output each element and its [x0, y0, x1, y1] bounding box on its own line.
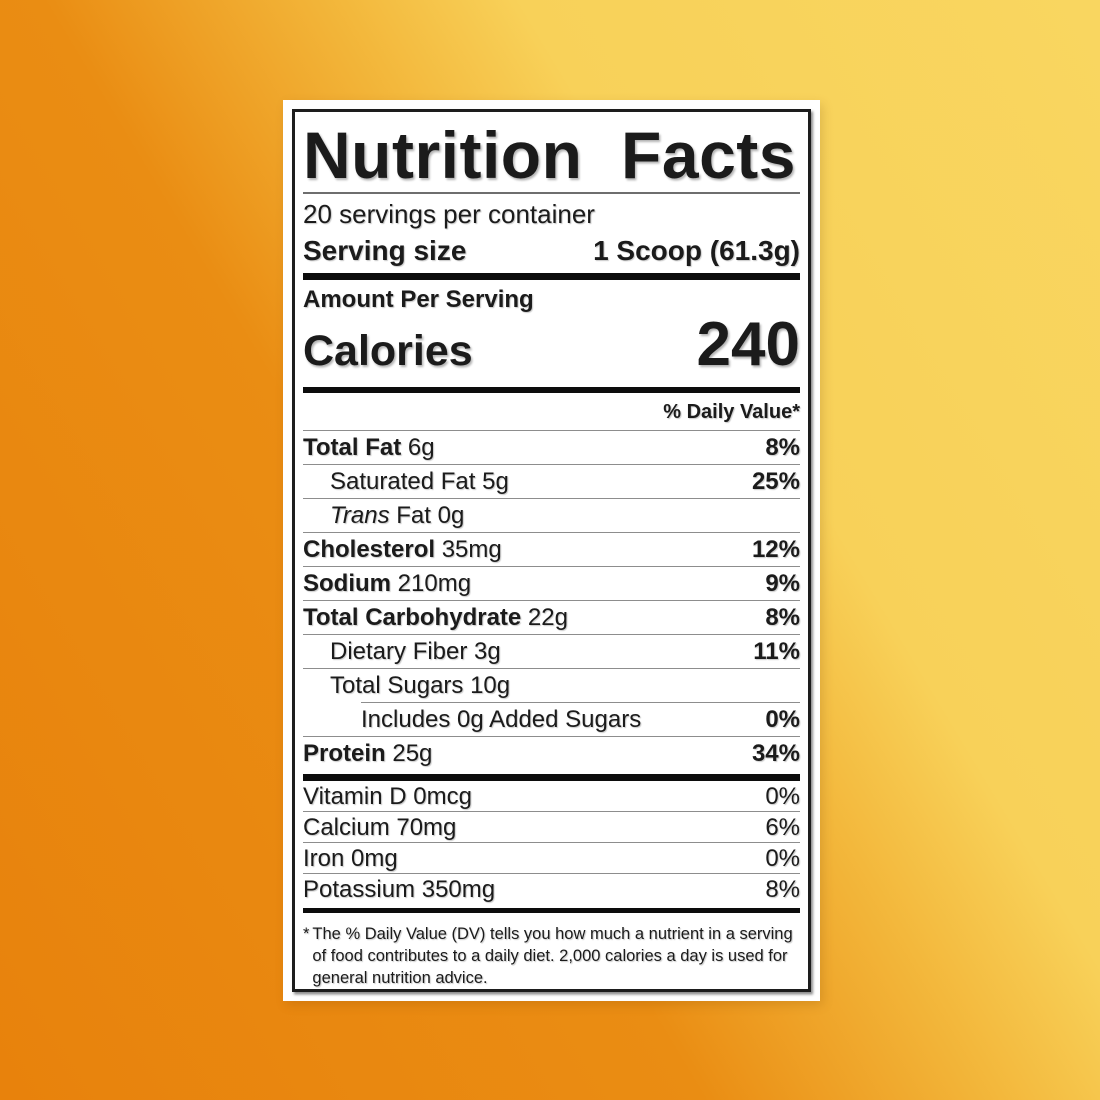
nutrient-amount: 10g — [463, 671, 511, 699]
label-title: Nutrition Facts — [303, 116, 800, 194]
nutrient-row: Includes 0g Added Sugars 0% — [361, 701, 800, 736]
serving-size-value: 1 Scoop (61.3g) — [593, 235, 800, 266]
nutrient-left: Total Sugars 10g — [303, 671, 511, 699]
main-nutrients: Total Fat 6g 8% Saturated Fat 5g 25% Tra… — [303, 429, 800, 770]
nutrient-name: Potassium — [303, 875, 416, 903]
nutrient-name: Saturated Fat — [330, 467, 476, 495]
nutrient-amount: 5g — [475, 467, 509, 495]
nutrient-left: Calcium 70mg — [303, 815, 456, 840]
footnote-asterisk: * — [303, 925, 310, 943]
thick-divider-bottom — [303, 907, 800, 913]
daily-value: 11% — [753, 637, 800, 665]
calories-row: Calories 240 — [303, 314, 800, 383]
nutrient-name: Calcium — [303, 813, 390, 841]
nutrient-amount: 22g — [521, 603, 568, 631]
nutrient-name: Sodium — [303, 569, 391, 597]
daily-value: 0% — [765, 705, 800, 733]
nutrient-name: Cholesterol — [303, 535, 436, 563]
calories-value: 240 — [696, 310, 800, 380]
nutrient-row: Saturated Fat 5g 25% — [303, 463, 800, 498]
nutrient-amount: 6g — [401, 433, 435, 461]
nutrition-label-border: Nutrition Facts 20 servings per containe… — [292, 109, 811, 992]
daily-value: 8% — [765, 875, 800, 903]
daily-value: 8% — [765, 433, 800, 461]
nutrition-label: Nutrition Facts 20 servings per containe… — [283, 100, 820, 1001]
calories-label: Calories — [303, 327, 473, 376]
nutrient-row: Total Fat 6g 8% — [303, 429, 800, 464]
daily-value: 6% — [765, 813, 800, 841]
daily-value: 8% — [765, 603, 800, 631]
footnote-text: The % Daily Value (DV) tells you how muc… — [312, 925, 793, 987]
nutrient-left: Includes 0g Added Sugars — [361, 705, 642, 733]
daily-value: 25% — [751, 467, 800, 495]
nutrient-left: Trans Fat 0g — [303, 501, 465, 529]
daily-value: 34% — [751, 739, 800, 767]
nutrient-row: Total Sugars 10g — [303, 667, 800, 702]
daily-value: 12% — [751, 535, 800, 563]
nutrient-amount: 70mg — [389, 813, 457, 841]
nutrient-name: Total Carbohydrate — [303, 603, 522, 631]
nutrient-name: Vitamin D — [303, 782, 407, 810]
nutrient-amount: 3g — [467, 637, 501, 665]
nutrient-row: Vitamin D 0mcg 0% — [303, 781, 800, 811]
nutrient-row: Sodium 210mg 9% — [303, 565, 800, 600]
daily-value: 0% — [765, 844, 800, 872]
nutrient-name: Iron — [303, 844, 345, 872]
nutrient-row: Potassium 350mg 8% — [303, 872, 800, 904]
vitamin-rows: Vitamin D 0mcg 0% Calcium 70mg 6% Iron 0… — [303, 781, 800, 904]
nutrient-amount: 25g — [385, 739, 433, 767]
thick-divider-calories — [303, 387, 800, 393]
nutrient-name-italic: Trans — [330, 501, 397, 529]
nutrient-row: Calcium 70mg 6% — [303, 810, 800, 842]
nutrient-left: Vitamin D 0mcg — [303, 784, 472, 809]
nutrient-name: Total Sugars — [330, 671, 464, 699]
nutrient-left: Iron 0mg — [303, 846, 398, 871]
nutrient-left: Total Fat 6g — [303, 433, 435, 461]
nutrient-amount: 350mg — [415, 875, 496, 903]
nutrient-left: Saturated Fat 5g — [303, 467, 509, 495]
daily-value: 0% — [765, 782, 800, 810]
nutrient-row: Cholesterol 35mg 12% — [303, 531, 800, 566]
nutrient-row: Total Carbohydrate 22g 8% — [303, 599, 800, 634]
thick-divider-protein — [303, 773, 800, 781]
nutrient-amount: 0g — [430, 501, 465, 529]
amount-per-serving-label: Amount Per Serving — [303, 286, 534, 314]
serving-size-label: Serving size — [303, 235, 467, 266]
daily-value-header: % Daily Value* — [663, 400, 800, 423]
nutrient-left: Total Carbohydrate 22g — [303, 603, 568, 631]
nutrient-amount: 0mg — [344, 844, 398, 872]
nutrient-left: Protein 25g — [303, 739, 433, 767]
nutrient-left: Sodium 210mg — [303, 569, 472, 597]
nutrient-left: Potassium 350mg — [303, 877, 495, 902]
nutrient-name: Includes 0g Added Sugars — [361, 705, 642, 733]
daily-value: 9% — [765, 569, 800, 597]
thick-divider-top — [303, 273, 800, 281]
nutrient-amount: 210mg — [391, 569, 472, 597]
footnote: * The % Daily Value (DV) tells you how m… — [303, 923, 800, 989]
servings-per-container: 20 servings per container — [303, 199, 595, 229]
nutrient-left: Dietary Fiber 3g — [303, 637, 501, 665]
nutrient-name: Fat — [396, 501, 431, 529]
nutrient-name: Total Fat — [303, 433, 402, 461]
nutrient-left: Cholesterol 35mg — [303, 535, 502, 563]
nutrient-row: Trans Fat 0g — [303, 497, 800, 532]
nutrient-row: Iron 0mg 0% — [303, 841, 800, 873]
nutrient-row: Protein 25g 34% — [303, 735, 800, 770]
serving-size-row: Serving size 1 Scoop (61.3g) — [303, 233, 800, 269]
nutrient-amount: 35mg — [435, 535, 502, 563]
nutrient-amount: 0mcg — [406, 782, 472, 810]
nutrient-name: Dietary Fiber — [330, 637, 468, 665]
nutrient-name: Protein — [303, 739, 386, 767]
nutrient-row: Dietary Fiber 3g 11% — [303, 633, 800, 668]
